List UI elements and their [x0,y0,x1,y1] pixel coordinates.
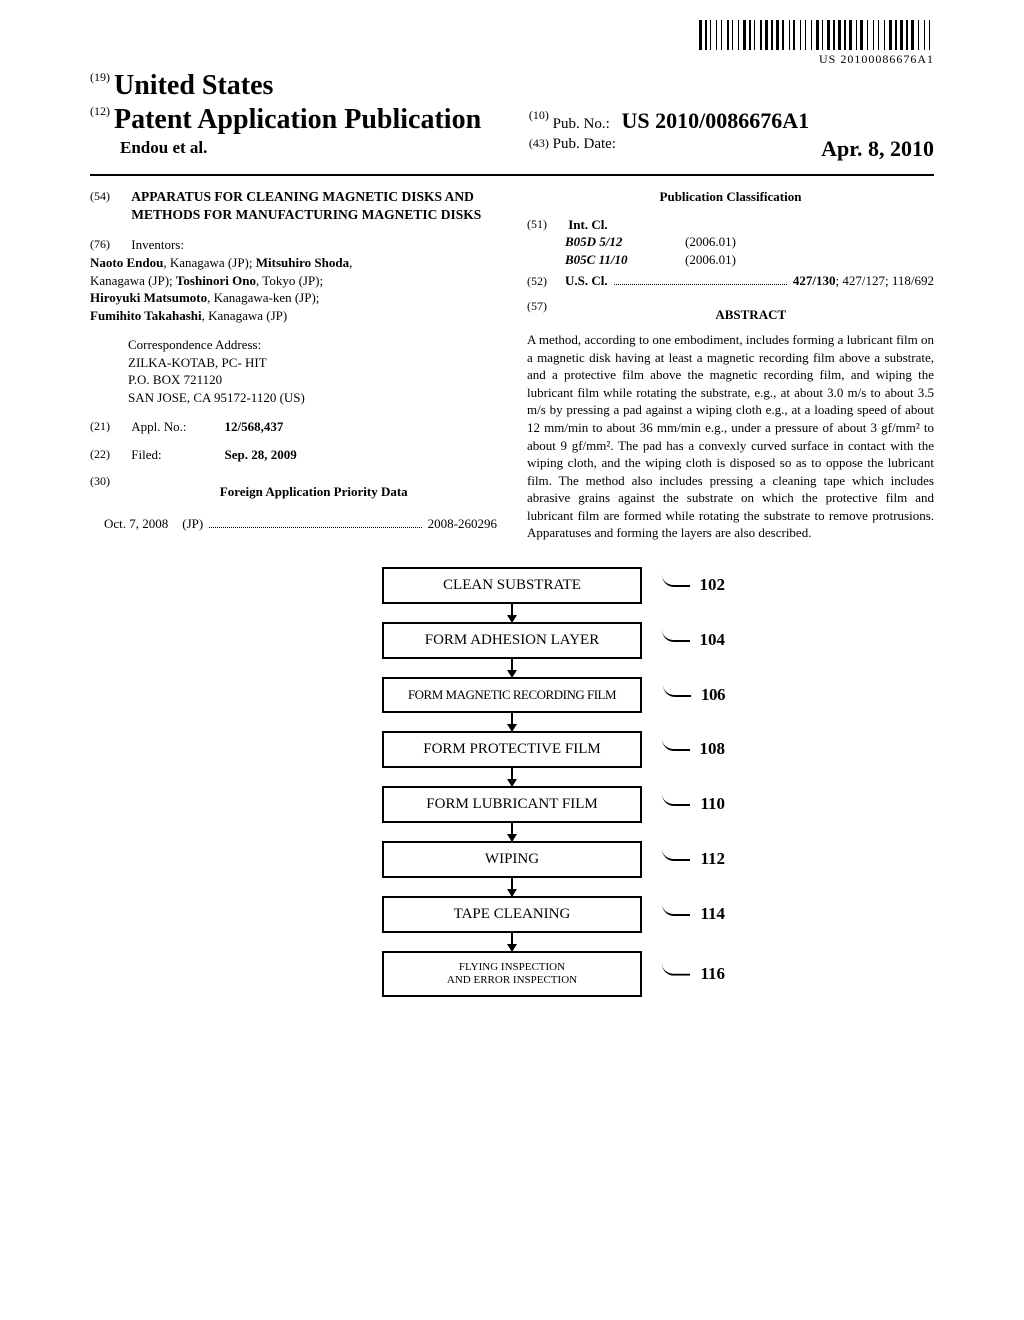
field-43: (43) [529,136,549,150]
uscl-label: U.S. Cl. [565,272,608,290]
flow-box: CLEAN SUBSTRATE102 [382,567,642,604]
dotted-fill [209,527,421,528]
flow-label: 102 [700,575,726,595]
field-22: (22) [90,446,128,462]
priority-head: Foreign Application Priority Data [131,483,496,501]
flow-arrow [511,713,513,731]
intcl-label: Int. Cl. [568,217,607,232]
pub-num: US 2010/0086676A1 [621,108,809,133]
pub-date: Apr. 8, 2010 [821,136,934,162]
abstract-text: A method, according to one embodiment, i… [527,331,934,542]
field-10: (10) [529,108,549,122]
field-12: (12) [90,104,110,118]
authors: Endou et al. [120,138,495,158]
field-21: (21) [90,418,128,434]
barcode-text: US 20100086676A1 [699,52,934,67]
flow-arrow [511,878,513,896]
flow-box: FORM PROTECTIVE FILM108 [382,731,642,768]
header-left: (19) United States (12) Patent Applicati… [90,70,495,158]
publication-type: Patent Application Publication [114,104,481,135]
field-57: (57) [527,298,565,314]
corr-name: ZILKA-KOTAB, PC- HIT [128,354,497,372]
appl-no: 12/568,437 [225,418,284,436]
divider [90,174,934,176]
barcode [699,20,934,50]
flow-box: FLYING INSPECTIONAND ERROR INSPECTION116 [382,951,642,997]
pub-num-label: Pub. No.: [553,116,610,132]
field-54: (54) [90,188,128,204]
left-column: (54) APPARATUS FOR CLEANING MAGNETIC DIS… [90,188,497,542]
flow-box: FORM ADHESION LAYER104 [382,622,642,659]
correspondence: Correspondence Address: ZILKA-KOTAB, PC-… [128,336,497,406]
flow-box: WIPING112 [382,841,642,878]
priority-country: (JP) [182,515,203,533]
inventors-label: Inventors: [131,236,221,254]
flow-arrow [511,604,513,622]
dotted-fill-uscl [614,284,787,285]
inventors-list: Naoto Endou, Kanagawa (JP); Mitsuhiro Sh… [90,254,363,324]
intcl-item: B05C 11/10(2006.01) [565,251,934,269]
header-right: (10) Pub. No.: US 2010/0086676A1 (43) Pu… [529,108,934,162]
barcode-area: US 20100086676A1 [699,20,934,67]
field-19: (19) [90,70,110,84]
flow-box: FORM MAGNETIC RECORDING FILM106 [382,677,642,713]
intcl-item: B05D 5/12(2006.01) [565,233,934,251]
flow-arrow [511,659,513,677]
uscl-vals: 427/130; 427/127; 118/692 [793,272,934,290]
header: (19) United States (12) Patent Applicati… [90,70,934,162]
title: APPARATUS FOR CLEANING MAGNETIC DISKS AN… [131,188,496,224]
pub-date-label: Pub. Date: [553,136,616,152]
flow-arrow [511,768,513,786]
uscl-vals-text: 427/130; 427/127; 118/692 [793,273,934,288]
field-30: (30) [90,473,128,489]
flow-label: 108 [700,739,726,759]
columns: (54) APPARATUS FOR CLEANING MAGNETIC DIS… [90,188,934,542]
flow-label: 106 [701,685,725,705]
flow-label: 114 [700,904,725,924]
priority-date: Oct. 7, 2008 [104,515,168,533]
flow-box: TAPE CLEANING114 [382,896,642,933]
filed-date: Sep. 28, 2009 [225,446,297,464]
corr-city: SAN JOSE, CA 95172-1120 (US) [128,389,497,407]
field-52: (52) [527,273,565,289]
flow-arrow [511,823,513,841]
flow-label: 110 [700,794,725,814]
field-76: (76) [90,236,128,252]
appl-label: Appl. No.: [131,418,221,436]
corr-po: P.O. BOX 721120 [128,371,497,389]
flowchart: CLEAN SUBSTRATE102 FORM ADHESION LAYER104… [90,567,934,997]
abstract-head: ABSTRACT [568,306,933,324]
corr-label: Correspondence Address: [128,336,497,354]
right-column: Publication Classification (51) Int. Cl.… [527,188,934,542]
flow-label: 112 [700,849,725,869]
country: United States [114,70,273,101]
pub-class-head: Publication Classification [527,188,934,206]
filed-label: Filed: [131,446,221,464]
field-51: (51) [527,216,565,232]
flow-arrow [511,933,513,951]
flow-label: 104 [700,630,726,650]
priority-num: 2008-260296 [428,515,497,533]
flow-box: FORM LUBRICANT FILM110 [382,786,642,823]
flow-label: 116 [700,964,725,984]
